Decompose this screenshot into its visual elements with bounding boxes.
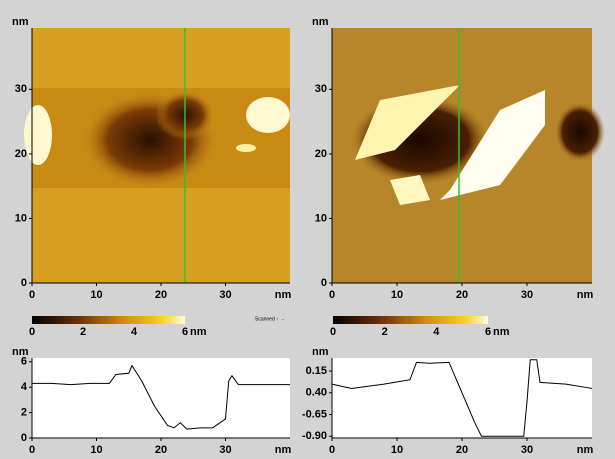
x-tick-label: 20	[456, 289, 468, 301]
phase-image	[332, 28, 605, 283]
x-tick-label: 0	[29, 289, 35, 301]
colorbar	[333, 316, 488, 324]
x-tick-label: 30	[521, 289, 533, 301]
x-tick-label: 0	[29, 444, 35, 456]
y-tick-label: 6	[21, 356, 27, 368]
x-tick-label: 30	[219, 444, 231, 456]
y-axis-label: nm	[12, 16, 29, 28]
topography-image	[24, 28, 290, 283]
colorbar-tick-label: 4	[433, 326, 440, 338]
x-tick-label: 30	[219, 289, 231, 301]
colorbar-unit: nm	[190, 326, 207, 338]
y-tick-label: 0	[321, 277, 327, 289]
x-tick-label: 10	[391, 289, 403, 301]
y-tick-label: 0.15	[306, 365, 327, 377]
y-tick-label: 30	[315, 83, 327, 95]
x-tick-label: 10	[90, 289, 102, 301]
y-tick-label: 10	[315, 212, 327, 224]
scan-label: Scanned ↑ →	[255, 316, 285, 322]
colorbar	[32, 316, 185, 324]
x-tick-label: 30	[521, 444, 533, 456]
y-tick-label: 20	[315, 148, 327, 160]
x-tick-label: 10	[90, 444, 102, 456]
colorbar-tick-label: 0	[330, 326, 336, 338]
x-axis-label: nm	[275, 289, 292, 301]
y-tick-label: 30	[15, 83, 27, 95]
x-tick-label: 20	[155, 444, 167, 456]
y-tick-label: 2	[21, 407, 27, 419]
profile-plot	[32, 358, 290, 438]
profile-plot	[332, 358, 592, 438]
colorbar-tick-label: 6	[182, 326, 188, 338]
x-tick-label: 0	[329, 444, 335, 456]
y-tick-label: 0	[21, 277, 27, 289]
x-axis-label: nm	[577, 444, 594, 456]
colorbar-tick-label: 2	[382, 326, 388, 338]
x-tick-label: 10	[391, 444, 403, 456]
y-tick-label: 4	[21, 381, 28, 393]
x-tick-label: 20	[155, 289, 167, 301]
colorbar-tick-label: 2	[80, 326, 86, 338]
colorbar-tick-label: 0	[29, 326, 35, 338]
profile-line	[331, 359, 593, 437]
profile-line	[32, 364, 290, 430]
y-tick-label: 0	[21, 432, 27, 444]
y-tick-label: -0.90	[302, 430, 327, 442]
x-axis-label: nm	[275, 444, 292, 456]
y-axis-label: nm	[12, 346, 29, 358]
colorbar-tick-label: 4	[131, 326, 138, 338]
x-tick-label: 0	[329, 289, 335, 301]
x-axis-label: nm	[577, 289, 594, 301]
y-tick-label: 10	[15, 212, 27, 224]
y-tick-label: 20	[15, 148, 27, 160]
y-tick-label: 0.40	[306, 387, 327, 399]
y-axis-label: nm	[312, 16, 329, 28]
x-tick-label: 20	[456, 444, 468, 456]
y-axis-label: nm	[312, 346, 329, 358]
colorbar-tick-label: 6	[485, 326, 491, 338]
colorbar-unit: nm	[493, 326, 510, 338]
y-tick-label: -0.65	[302, 408, 327, 420]
